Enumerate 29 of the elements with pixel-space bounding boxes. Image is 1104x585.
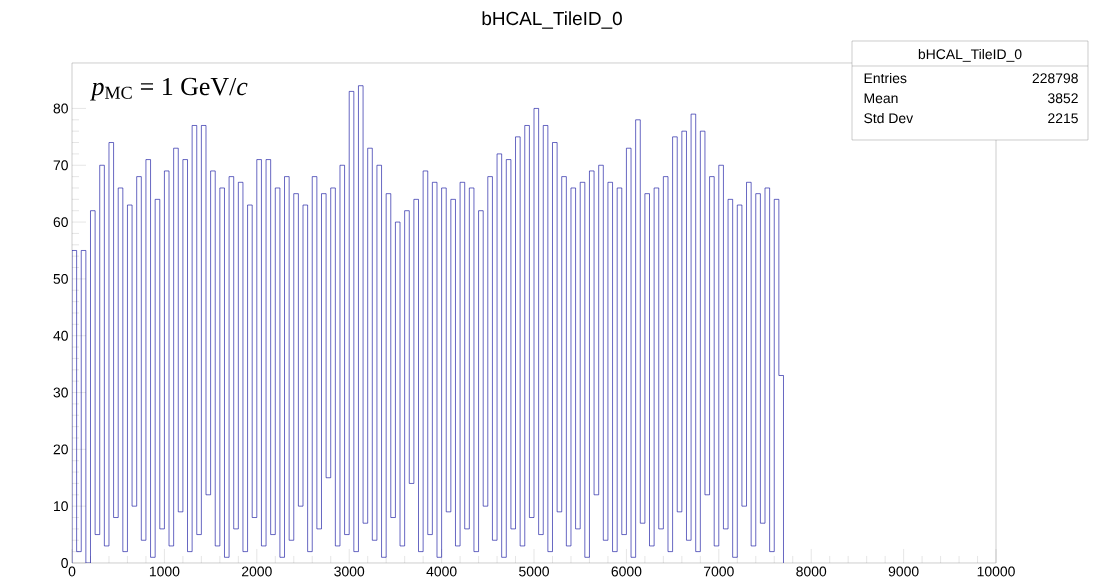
y-tick-label: 10 (54, 501, 68, 512)
x-tick-label: 10000 (977, 566, 1015, 577)
annotation: Mean (864, 93, 898, 104)
x-tick-label: 4000 (426, 566, 457, 577)
x-tick-label: 7000 (704, 566, 734, 577)
text: 3852 (1047, 93, 1078, 104)
x-tick-label: 2000 (242, 566, 272, 577)
y-tick-label: 0 (61, 558, 68, 568)
text: 228798 (1032, 73, 1078, 84)
y-tick-label: 30 (53, 387, 68, 398)
text: bHCAL_TileID_0 (918, 48, 1022, 62)
x-tick-label: 0 (68, 566, 76, 577)
x-tick-label: 3000 (334, 566, 365, 577)
text: 2215 (1048, 113, 1078, 124)
annotation: Entries (864, 72, 907, 84)
y-tick-label: 40 (53, 330, 68, 341)
x-tick-label: 1000 (149, 566, 180, 577)
annotation: p$_{MC}$ = 1 GeV/c (90, 77, 248, 101)
annotation: Std Dev (864, 112, 914, 124)
y-tick-label: 70 (53, 160, 68, 171)
x-tick-label: 9000 (888, 566, 919, 577)
x-tick-label: 6000 (611, 566, 642, 577)
y-tick-label: 60 (53, 217, 68, 228)
x-tick-label: 8000 (796, 566, 827, 577)
y-tick-label: 20 (53, 444, 68, 455)
chart-title: bHCAL_TileID_0 (482, 11, 622, 29)
x-tick-label: 5000 (519, 566, 549, 577)
y-tick-label: 50 (53, 273, 68, 284)
y-tick-label: 80 (53, 103, 68, 114)
